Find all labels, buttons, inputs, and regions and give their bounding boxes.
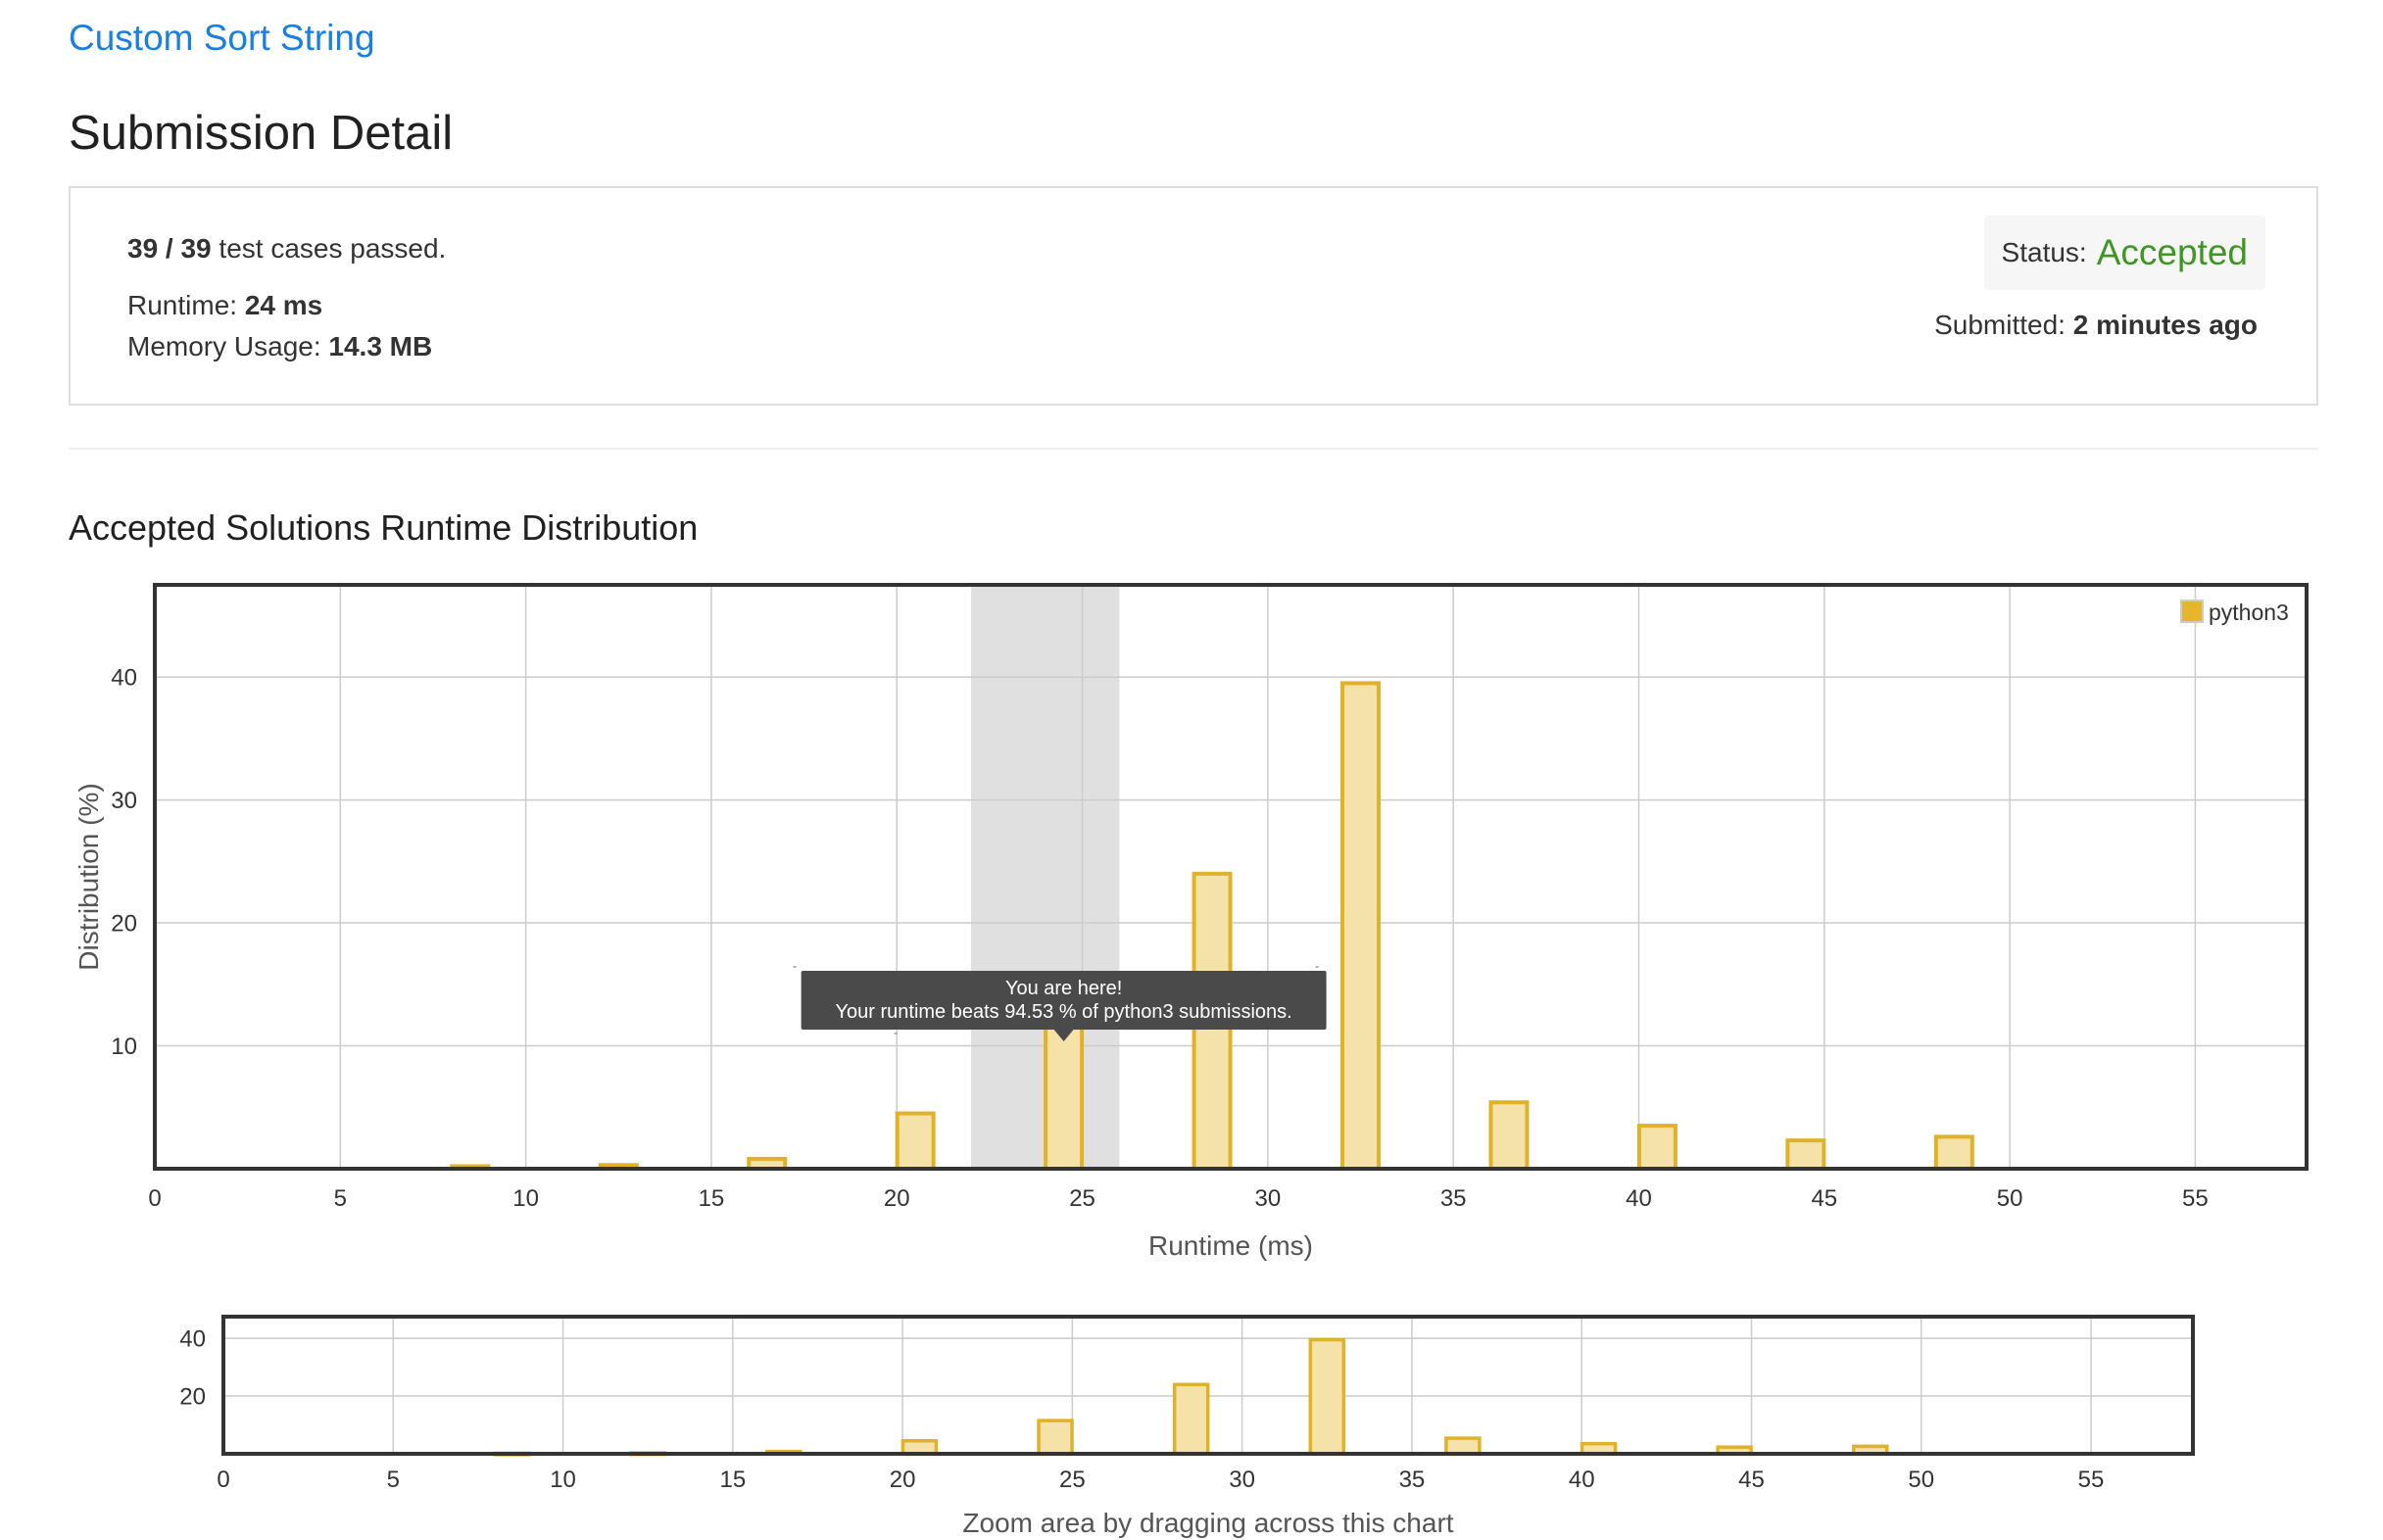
- main-chart-y-axis-label: Distribution (%): [73, 783, 104, 970]
- main-chart-y-tick-label: 20: [111, 910, 137, 937]
- main-chart-bar[interactable]: [1340, 681, 1382, 1172]
- navigator-chart-bar[interactable]: [1444, 1436, 1482, 1456]
- main-chart-bar[interactable]: [1044, 1025, 1085, 1172]
- navigator-chart-x-tick-label: 45: [1738, 1467, 1765, 1493]
- memory-value: 14.3 MB: [328, 331, 433, 361]
- navigator-chart-frame: [221, 1315, 2195, 1456]
- section-divider: [69, 448, 2318, 450]
- status-badge: Status: Accepted: [1983, 216, 2265, 290]
- navigator-chart-x-tick-label: 55: [2078, 1467, 2105, 1493]
- main-chart-x-tick-label: 45: [1811, 1185, 1837, 1212]
- tooltip-box: [801, 970, 1327, 1030]
- memory-summary: Memory Usage: 14.3 MB: [127, 331, 432, 362]
- navigator-chart-y-tick-label: 40: [179, 1326, 206, 1353]
- navigator-chart-bar[interactable]: [1308, 1337, 1346, 1456]
- main-chart-x-tick-label: 40: [1626, 1185, 1652, 1212]
- submitted-value: 2 minutes ago: [2072, 310, 2258, 340]
- problem-title-link[interactable]: Custom Sort String: [69, 18, 375, 58]
- main-chart-y-tick-label: 40: [111, 665, 137, 692]
- legend-label: python3: [2209, 600, 2289, 625]
- navigator-chart-bar[interactable]: [1037, 1419, 1074, 1456]
- navigator-chart-x-tick-label: 15: [719, 1467, 746, 1493]
- test-cases-summary: 39 / 39 test cases passed.: [127, 233, 446, 265]
- navigator-chart-x-tick-label: 20: [890, 1467, 916, 1493]
- main-chart-x-tick-label: 10: [512, 1185, 539, 1212]
- main-chart-bar[interactable]: [1636, 1124, 1678, 1172]
- submitted-summary: Submitted: 2 minutes ago: [1934, 310, 2258, 341]
- runtime-label: Runtime:: [127, 290, 238, 320]
- main-chart-x-tick-label: 20: [884, 1185, 910, 1212]
- navigator-chart-x-tick-label: 25: [1059, 1467, 1086, 1493]
- main-chart-x-axis-label: Runtime (ms): [1148, 1230, 1313, 1261]
- test-cases-suffix: test cases passed.: [219, 233, 447, 264]
- navigator-chart-x-tick-label: 40: [1569, 1467, 1595, 1493]
- runtime-summary: Runtime: 24 ms: [127, 290, 322, 321]
- navigator-chart-bar[interactable]: [1172, 1382, 1210, 1456]
- submitted-label: Submitted:: [1934, 310, 2066, 340]
- main-chart-bar[interactable]: [895, 1111, 936, 1172]
- main-chart-x-tick-label: 55: [2182, 1185, 2209, 1212]
- main-chart-x-tick-label: 15: [699, 1185, 725, 1212]
- status-label: Status:: [2001, 237, 2087, 267]
- navigator-chart-x-tick-label: 35: [1399, 1467, 1426, 1493]
- section-title: Accepted Solutions Runtime Distribution: [69, 507, 699, 548]
- navigator-chart-x-tick-label: 30: [1229, 1467, 1255, 1493]
- navigator-chart-x-axis-label: Zoom area by dragging across this chart: [962, 1508, 1453, 1538]
- navigator-chart-x-tick-label: 10: [550, 1467, 576, 1493]
- main-chart-x-tick-label: 25: [1069, 1185, 1095, 1212]
- main-chart-y-tick-label: 10: [111, 1034, 137, 1060]
- main-chart-y-tick-label: 30: [111, 788, 137, 814]
- navigator-chart-x-tick-label: 50: [1908, 1467, 1934, 1493]
- page-title: Submission Detail: [69, 107, 454, 160]
- status-value: Accepted: [2096, 232, 2248, 272]
- main-chart-x-tick-label: 0: [148, 1185, 161, 1212]
- main-chart-bar[interactable]: [1933, 1134, 1974, 1171]
- memory-label: Memory Usage:: [127, 331, 321, 361]
- tooltip-title: You are here!: [1005, 978, 1122, 999]
- main-chart-frame: [153, 583, 2309, 1171]
- navigator-chart-x-tick-label: 5: [387, 1467, 400, 1493]
- main-chart-bar[interactable]: [1785, 1138, 1826, 1172]
- submission-summary-panel: 39 / 39 test cases passed. Runtime: 24 m…: [69, 186, 2318, 406]
- main-chart-x-tick-label: 50: [1997, 1185, 2023, 1212]
- main-chart-x-tick-label: 35: [1440, 1185, 1467, 1212]
- main-chart-x-tick-label: 30: [1255, 1185, 1282, 1212]
- navigator-chart-x-tick-label: 0: [217, 1467, 229, 1493]
- tooltip-message: Your runtime beats 94.53 % of python3 su…: [836, 1001, 1292, 1023]
- test-cases-count: 39 / 39: [127, 233, 212, 264]
- tooltip-pointer: [1053, 1029, 1074, 1041]
- runtime-value: 24 ms: [244, 290, 323, 320]
- legend-swatch: [2180, 600, 2204, 623]
- navigator-chart-y-tick-label: 20: [179, 1383, 206, 1410]
- main-chart-x-tick-label: 5: [334, 1185, 347, 1212]
- main-chart-bar[interactable]: [1488, 1100, 1530, 1172]
